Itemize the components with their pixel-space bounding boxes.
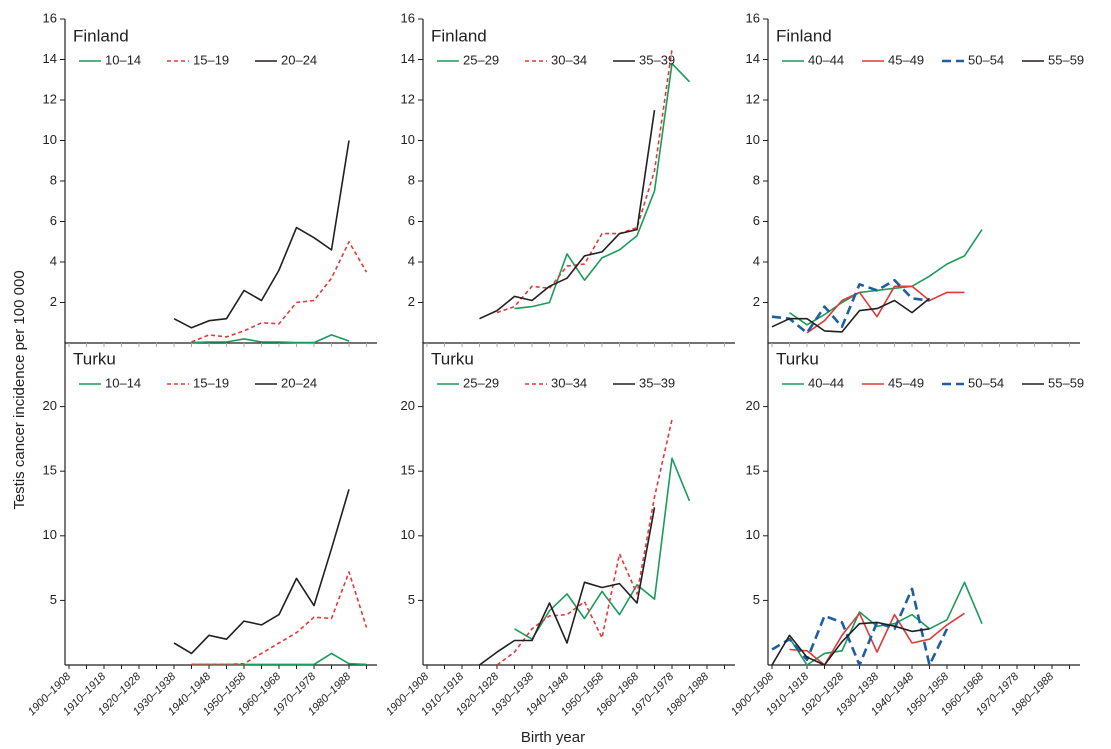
legend-label: 50–54	[968, 52, 1004, 67]
y-tick-label: 6	[753, 213, 760, 228]
legend-label: 45–49	[888, 52, 924, 67]
series-line	[479, 109, 656, 320]
y-tick-label: 12	[746, 91, 760, 106]
panel-title: Finland	[776, 26, 832, 45]
legend-label: 10–14	[105, 375, 141, 390]
y-tick-label: 15	[43, 463, 57, 478]
y-tick-label: 10	[746, 132, 760, 147]
panel-title: Turku	[776, 349, 819, 368]
legend-label: 15–19	[193, 375, 229, 390]
series-line	[496, 419, 673, 666]
y-tick-label: 15	[746, 463, 760, 478]
series-line	[514, 62, 691, 310]
series-line	[191, 571, 368, 666]
y-tick-label: 4	[408, 253, 415, 268]
series-line	[496, 49, 673, 314]
y-tick-label: 12	[401, 91, 415, 106]
series-line	[479, 507, 656, 666]
legend-label: 30–34	[551, 375, 587, 390]
y-tick-label: 2	[408, 294, 415, 309]
panel-title: Finland	[431, 26, 487, 45]
series-line	[789, 612, 965, 666]
panel-title: Finland	[73, 26, 129, 45]
legend-label: 20–24	[281, 375, 317, 390]
y-tick-label: 16	[746, 10, 760, 25]
y-tick-label: 5	[753, 592, 760, 607]
legend-label: 45–49	[888, 375, 924, 390]
series-line	[771, 587, 949, 667]
series-line	[514, 457, 691, 640]
series-line	[771, 278, 930, 335]
y-tick-label: 16	[401, 10, 415, 25]
legend-label: 35–39	[639, 52, 675, 67]
series-line	[771, 621, 930, 666]
y-tick-label: 8	[408, 172, 415, 187]
y-tick-label: 16	[43, 10, 57, 25]
y-tick-label: 2	[50, 294, 57, 309]
series-line	[789, 229, 983, 326]
y-tick-label: 8	[50, 172, 57, 187]
y-tick-label: 6	[50, 213, 57, 228]
y-tick-label: 8	[753, 172, 760, 187]
series-line	[173, 489, 350, 655]
y-tick-label: 15	[401, 463, 415, 478]
y-tick-label: 4	[50, 253, 57, 268]
y-tick-label: 14	[401, 51, 415, 66]
y-tick-label: 6	[408, 213, 415, 228]
legend-label: 55–59	[1048, 52, 1084, 67]
legend-label: 25–29	[463, 52, 499, 67]
y-axis-label: Testis cancer incidence per 100 000	[11, 270, 28, 509]
y-tick-label: 14	[43, 51, 57, 66]
y-tick-label: 5	[408, 592, 415, 607]
x-axis-label: Birth year	[521, 729, 585, 746]
series-line	[191, 241, 368, 343]
y-tick-label: 10	[401, 132, 415, 147]
y-tick-label: 5	[50, 592, 57, 607]
series-line	[806, 285, 965, 334]
series-line	[173, 140, 350, 329]
y-tick-label: 10	[746, 527, 760, 542]
series-line	[191, 334, 350, 344]
series-line	[771, 297, 931, 333]
legend-label: 20–24	[281, 52, 317, 67]
y-tick-label: 20	[746, 398, 760, 413]
panel-title: Turku	[431, 349, 474, 368]
y-tick-label: 4	[753, 253, 760, 268]
legend-label: 25–29	[463, 375, 499, 390]
y-tick-label: 14	[746, 51, 760, 66]
legend-label: 35–39	[639, 375, 675, 390]
y-tick-label: 10	[43, 527, 57, 542]
legend-label: 55–59	[1048, 375, 1084, 390]
y-tick-label: 20	[43, 398, 57, 413]
legend-label: 50–54	[968, 375, 1004, 390]
series-line	[191, 652, 367, 666]
legend-label: 15–19	[193, 52, 229, 67]
legend-label: 30–34	[551, 52, 587, 67]
y-tick-label: 2	[753, 294, 760, 309]
legend-label: 10–14	[105, 52, 141, 67]
y-tick-label: 20	[401, 398, 415, 413]
y-tick-label: 12	[43, 91, 57, 106]
legend-label: 40–44	[808, 375, 844, 390]
y-tick-label: 10	[401, 527, 415, 542]
panel-title: Turku	[73, 349, 116, 368]
y-tick-label: 10	[43, 132, 57, 147]
legend-label: 40–44	[808, 52, 844, 67]
